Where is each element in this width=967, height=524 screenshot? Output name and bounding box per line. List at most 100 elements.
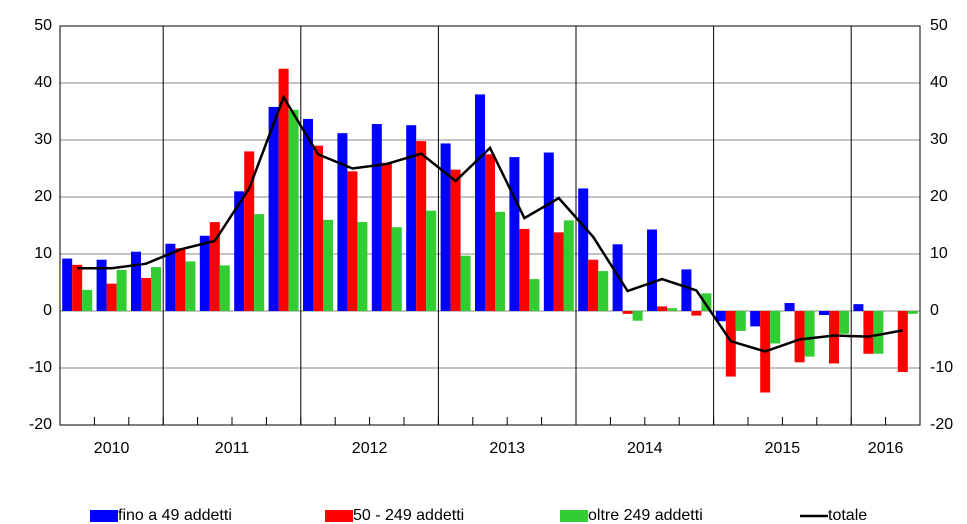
y2-tick-label: -10 [930, 359, 953, 376]
bar [72, 264, 83, 311]
legend-symbol [90, 510, 118, 522]
y2-tick-label: 20 [930, 188, 948, 205]
legend-symbol [560, 510, 588, 522]
bar [553, 232, 564, 311]
bar [151, 267, 161, 311]
y-tick-label: 0 [43, 302, 52, 319]
bar [278, 68, 289, 311]
bar [863, 311, 874, 354]
bar [588, 259, 599, 311]
plot-frame [59, 25, 921, 426]
bar [691, 311, 702, 316]
bar [529, 279, 540, 311]
bar [681, 269, 692, 311]
bar [288, 109, 299, 311]
bar [141, 277, 151, 311]
line [77, 94, 904, 353]
x-tick-label: 2014 [627, 440, 663, 457]
bar [116, 269, 127, 311]
bar [819, 311, 829, 315]
bar [175, 248, 186, 311]
bar [209, 222, 220, 311]
bar [598, 271, 609, 311]
bar [347, 171, 358, 311]
bar [165, 243, 176, 311]
bar [897, 311, 908, 372]
bar [578, 188, 589, 311]
y2-tick-label: 10 [930, 245, 948, 262]
bar [794, 311, 805, 363]
legend-label: fino a 49 addetti [118, 507, 232, 524]
bar [907, 311, 918, 314]
legend-label: oltre 249 addetti [588, 507, 703, 524]
bar [416, 141, 427, 311]
bar [303, 118, 313, 311]
y2-tick-label: -20 [930, 416, 953, 433]
bar [485, 154, 495, 311]
x-tick-label: 2013 [489, 440, 525, 457]
bar [106, 283, 117, 311]
bar [735, 311, 746, 331]
bar [475, 94, 485, 312]
bar [853, 304, 864, 311]
legend-label: totale [828, 507, 867, 524]
bar [185, 261, 196, 311]
bar [254, 214, 265, 311]
x-tick-label: 2012 [352, 440, 388, 457]
legend-symbol [325, 510, 353, 522]
bar [509, 157, 520, 311]
bar [647, 229, 657, 311]
bar [268, 106, 279, 311]
x-tick-label: 2011 [215, 440, 250, 457]
y-tick-label: 20 [34, 188, 52, 205]
y-tick-label: -10 [29, 359, 52, 376]
bar [770, 311, 781, 344]
bar [244, 151, 255, 311]
bar [357, 222, 368, 311]
bar [829, 311, 839, 364]
bar [391, 227, 402, 311]
bar [82, 289, 93, 311]
bar [460, 255, 471, 311]
bar [426, 210, 437, 311]
bar [96, 259, 107, 311]
bar [563, 220, 574, 311]
bar [657, 306, 667, 311]
y2-tick-label: 40 [930, 74, 948, 91]
bar [715, 311, 726, 322]
bar [519, 228, 530, 311]
bar [873, 311, 884, 354]
bar [234, 191, 245, 311]
bar [495, 211, 505, 311]
bar [381, 162, 392, 311]
x-tick-label: 2016 [868, 440, 904, 457]
bar [131, 251, 141, 311]
y2-tick-label: 50 [930, 17, 948, 34]
bar [199, 235, 210, 311]
legend-label: 50 - 249 addetti [353, 507, 464, 524]
bar [219, 265, 230, 311]
bar [440, 143, 451, 311]
bar [337, 133, 348, 311]
y-tick-label: 30 [34, 131, 52, 148]
bar [725, 311, 736, 377]
y2-tick-label: 30 [930, 131, 948, 148]
bar [371, 124, 382, 311]
y-tick-label: 50 [34, 17, 52, 34]
y-tick-label: -20 [29, 416, 52, 433]
bar [450, 169, 461, 311]
bar [632, 311, 643, 321]
bar [667, 308, 677, 311]
bar [323, 219, 333, 311]
bar [839, 311, 849, 334]
y2-tick-label: 0 [930, 302, 939, 319]
x-tick-label: 2015 [765, 440, 801, 457]
bar [701, 293, 712, 311]
bar [784, 303, 795, 311]
bar [750, 311, 761, 327]
bar [622, 311, 633, 314]
bar [406, 125, 417, 312]
bar [543, 152, 554, 311]
y-tick-label: 10 [34, 245, 52, 262]
